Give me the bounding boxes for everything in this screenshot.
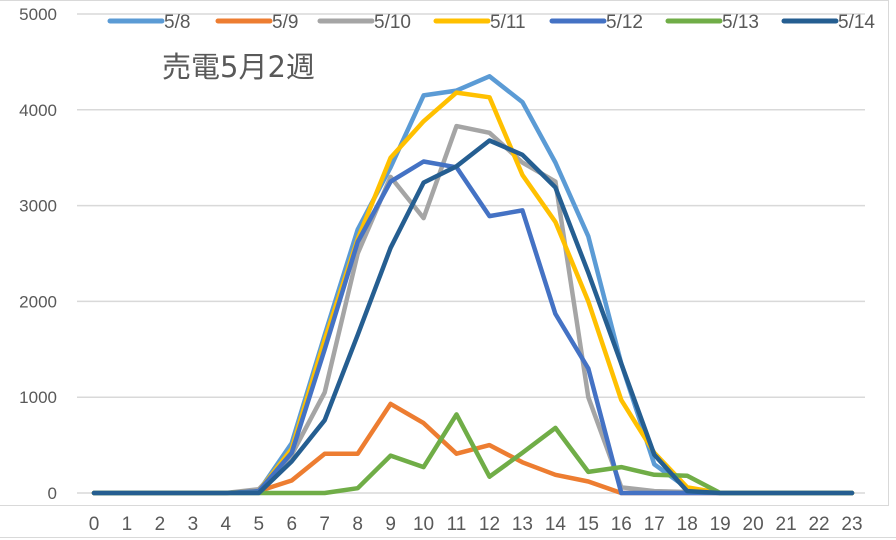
- x-tick-label: 15: [578, 514, 599, 535]
- y-tick-label: 0: [48, 484, 57, 503]
- y-axis-ticks: 0 1000 2000 3000 4000 5000: [19, 5, 57, 503]
- legend-item-5-10: 5/10: [317, 12, 411, 33]
- x-tick-label: 13: [512, 514, 533, 535]
- y-tick-label: 1000: [19, 388, 57, 407]
- x-tick-label: 1: [122, 514, 133, 535]
- series-line-5-13: [91, 412, 855, 496]
- chart-area: [0, 0, 889, 506]
- x-tick-label: 10: [413, 514, 434, 535]
- legend-item-5-9: 5/9: [215, 12, 298, 33]
- x-tick-label: 19: [710, 514, 731, 535]
- series-line-5-10: [91, 123, 855, 496]
- x-tick-label: 22: [808, 514, 829, 535]
- legend: 5/8 5/9 5/10 5/11 5/12 5/13 5/14: [107, 12, 875, 33]
- legend-label: 5/8: [164, 12, 190, 33]
- legend-item-5-14: 5/14: [781, 12, 875, 33]
- x-tick-label: 7: [319, 514, 330, 535]
- legend-label: 5/10: [374, 12, 411, 33]
- y-tick-label: 2000: [19, 292, 57, 311]
- legend-item-5-8: 5/8: [107, 12, 190, 33]
- x-tick-label: 11: [447, 514, 467, 535]
- legend-label: 5/13: [722, 12, 759, 33]
- x-tick-label: 5: [253, 514, 264, 535]
- legend-label: 5/9: [272, 12, 298, 33]
- x-axis-strip: [0, 506, 896, 538]
- legend-item-5-13: 5/13: [665, 12, 759, 33]
- x-tick-label: 0: [89, 514, 100, 535]
- series-lines: [91, 74, 855, 496]
- x-tick-label: 17: [644, 514, 665, 535]
- x-tick-label: 20: [743, 514, 764, 535]
- legend-item-5-11: 5/11: [433, 12, 526, 33]
- x-tick-label: 16: [611, 514, 632, 535]
- x-tick-label: 12: [479, 514, 500, 535]
- x-tick-label: 3: [188, 514, 199, 535]
- y-tick-label: 3000: [19, 197, 57, 216]
- legend-label: 5/11: [490, 12, 526, 33]
- x-tick-label: 18: [677, 514, 698, 535]
- x-axis-ticks: 0 1 2 3 4 5 6 7 8 9 10 11 12 13 14 15 16 17 18 19 20 21 22 23: [89, 514, 863, 535]
- y-tick-label: 5000: [19, 5, 57, 24]
- x-tick-label: 14: [545, 514, 567, 535]
- series-line-5-14: [91, 138, 855, 496]
- x-tick-label: 8: [352, 514, 363, 535]
- x-tick-label: 21: [776, 514, 797, 535]
- x-tick-label: 2: [155, 514, 166, 535]
- legend-label: 5/12: [606, 12, 643, 33]
- series-line-5-8: [91, 74, 855, 496]
- x-tick-label: 6: [286, 514, 297, 535]
- legend-item-5-12: 5/12: [549, 12, 643, 33]
- legend-label: 5/14: [838, 12, 875, 33]
- chart-title: 売電5月2週: [162, 50, 315, 84]
- x-tick-label: 9: [385, 514, 396, 535]
- x-tick-label: 23: [841, 514, 862, 535]
- x-tick-label: 4: [221, 514, 232, 535]
- y-tick-label: 4000: [19, 101, 57, 120]
